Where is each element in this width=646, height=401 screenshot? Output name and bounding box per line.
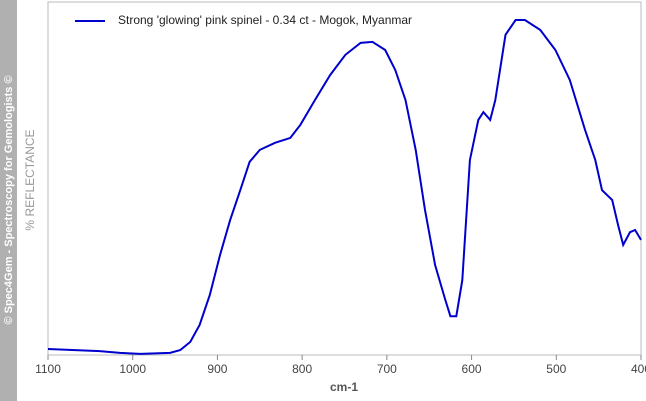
x-tick-label: 1000 [119,362,146,376]
x-tick-label: 700 [377,362,397,376]
side-band [0,0,17,401]
x-tick-label: 500 [546,362,566,376]
plot-frame [47,1,642,356]
data-line [47,19,642,355]
x-tick-label: 800 [292,362,312,376]
y-axis-label: % REFLECTANCE [23,129,37,230]
x-tick-label: 600 [462,362,482,376]
side-note: © Spec4Gem - Spectroscopy for Gemologist… [3,75,15,324]
x-axis-label: cm-1 [330,380,358,394]
x-tick-label: 900 [207,362,227,376]
x-tick-label: 400 [631,362,646,376]
x-tick-label: 1100 [35,362,61,376]
legend-label: Strong 'glowing' pink spinel - 0.34 ct -… [118,13,412,27]
